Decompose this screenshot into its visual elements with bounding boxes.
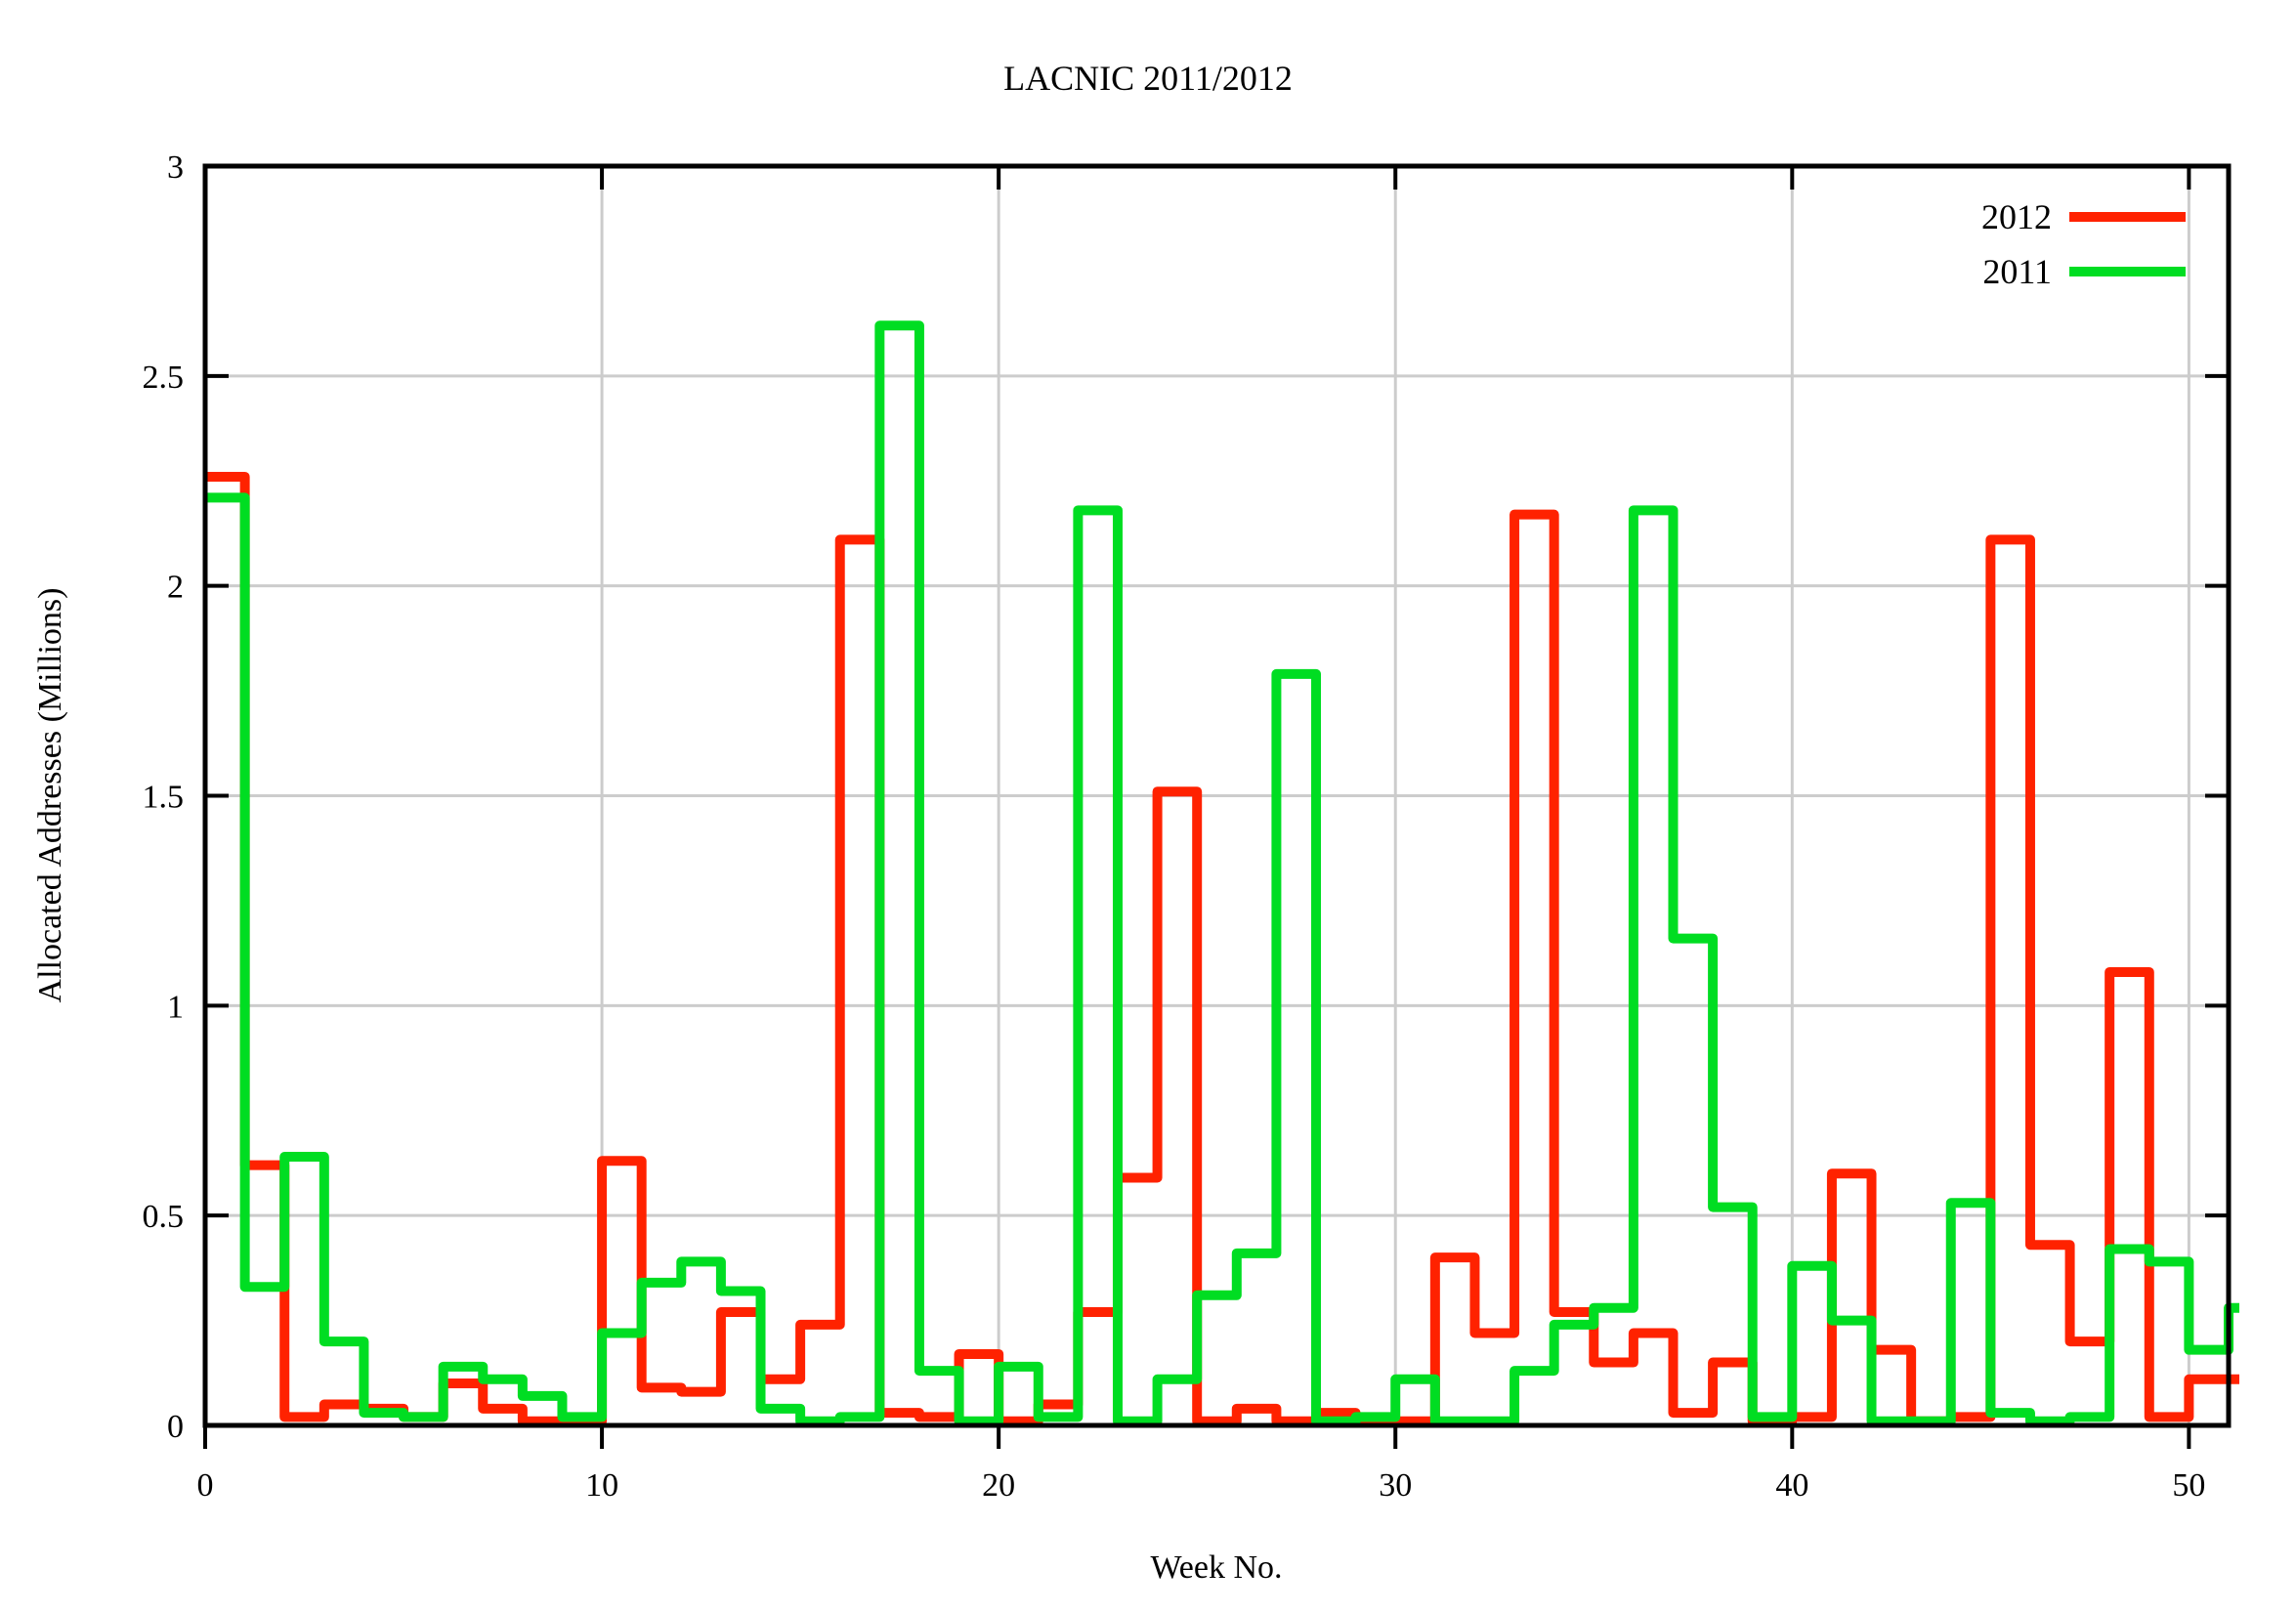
data-series [205, 320, 2239, 1426]
x-tick-label-40: 40 [1775, 1467, 1808, 1504]
legend-label-2011: 2011 [1982, 252, 2052, 291]
y-tick-label-1: 1 [167, 989, 184, 1025]
y-tick-label-2: 2 [167, 570, 184, 606]
y-axis-title: Allocated Addresses (Millions) [32, 588, 68, 1003]
legend: 2012 2011 [1981, 197, 2186, 291]
series-2012-path [205, 471, 2239, 1426]
series-2011-path [205, 320, 2239, 1426]
y-tick-label-0: 0 [167, 1409, 184, 1445]
x-tick-label-50: 50 [2172, 1467, 2205, 1504]
legend-entry-2012: 2012 [1981, 197, 2186, 236]
x-tick-label-10: 10 [585, 1467, 618, 1504]
grid-lines [205, 166, 2229, 1425]
y-tick-label-1.5: 1.5 [143, 780, 185, 816]
y-tick-label-2.5: 2.5 [143, 360, 185, 396]
legend-entry-2011: 2011 [1982, 252, 2186, 291]
y-tick-label-0.5: 0.5 [143, 1199, 185, 1235]
chart-title: LACNIC 2011/2012 [1003, 59, 1293, 98]
x-tick-label-30: 30 [1379, 1467, 1412, 1504]
x-tick-label-20: 20 [982, 1467, 1015, 1504]
x-axis-title: Week No. [1150, 1549, 1282, 1586]
y-tick-label-3: 3 [167, 149, 184, 186]
x-tick-label-0: 0 [197, 1467, 214, 1504]
axis-ticks [203, 164, 2229, 1449]
legend-label-2012: 2012 [1981, 197, 2052, 236]
tick-labels: 0 10 20 30 40 50 0 0.5 1 1.5 2 2.5 3 [143, 149, 2206, 1504]
